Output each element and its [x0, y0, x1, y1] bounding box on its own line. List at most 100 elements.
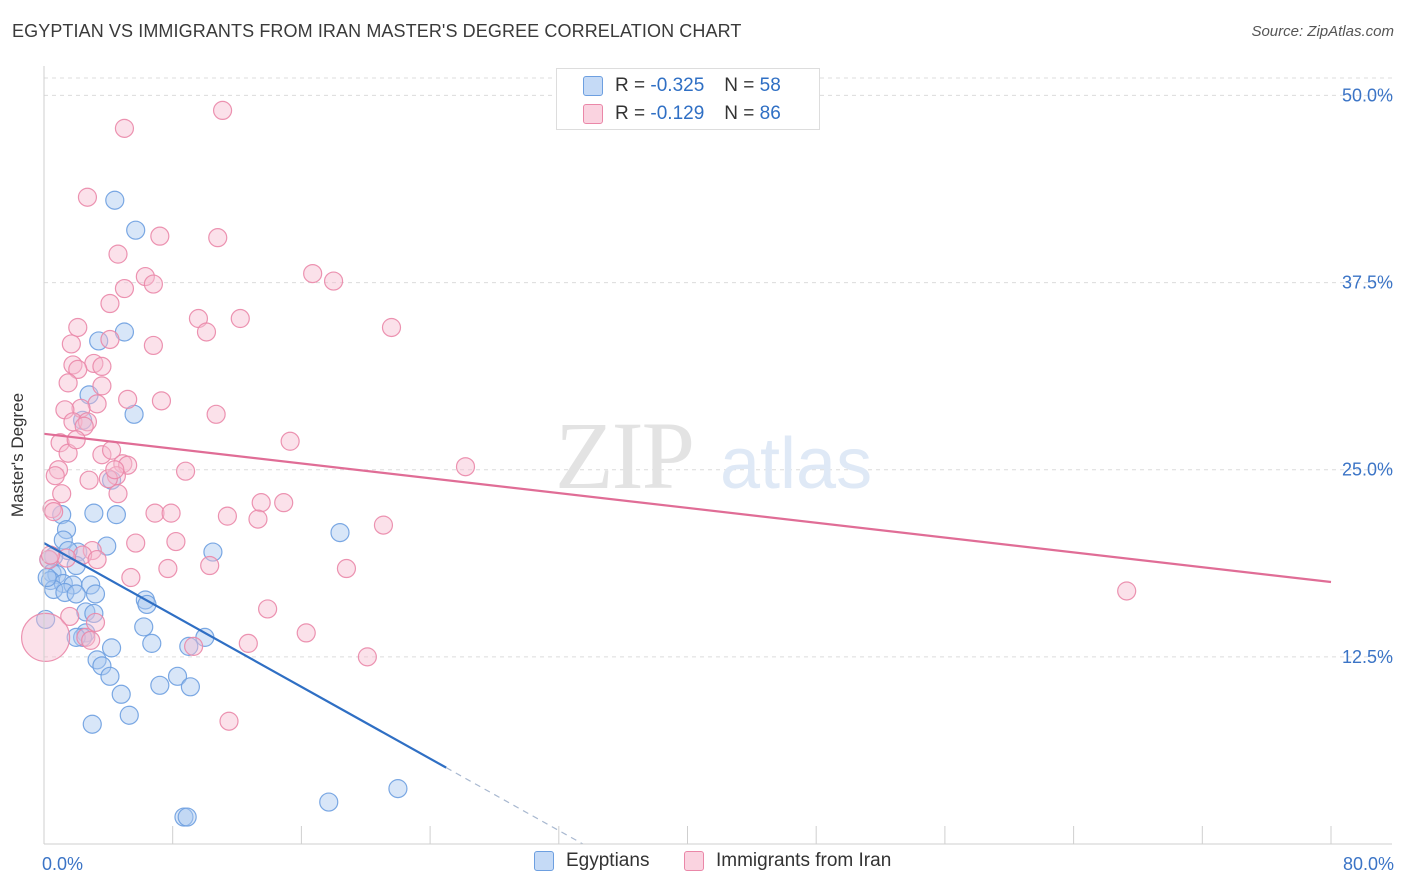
stats-r-value: -0.129	[650, 103, 705, 124]
data-point	[87, 394, 107, 414]
trend-layer	[43, 432, 1332, 845]
y-tick-label: 12.5%	[1342, 647, 1393, 667]
data-point	[143, 274, 163, 294]
data-point	[161, 503, 181, 523]
data-point	[177, 807, 197, 827]
data-point	[134, 617, 154, 637]
data-point	[167, 666, 188, 686]
legend-item-iran[interactable]: Immigrants from Iran	[684, 850, 891, 872]
data-point	[76, 602, 96, 622]
trend-line	[43, 542, 447, 769]
points-layer	[21, 100, 1137, 827]
data-point	[66, 584, 86, 604]
data-point	[58, 373, 78, 393]
series-iran	[21, 100, 1137, 731]
data-point	[108, 484, 128, 504]
data-point	[121, 567, 141, 588]
data-point	[217, 506, 237, 526]
trend-line	[43, 432, 1332, 584]
data-point	[85, 584, 106, 604]
grid-layer	[44, 77, 1392, 658]
data-point	[296, 623, 316, 643]
data-point	[323, 271, 344, 291]
data-point	[388, 779, 408, 799]
data-point	[150, 675, 170, 695]
x-tick-label-max: 80.0%	[1343, 854, 1394, 874]
data-point	[251, 493, 271, 513]
data-point	[126, 220, 146, 240]
data-point	[66, 430, 86, 450]
data-point	[274, 493, 294, 513]
stats-swatch-egyptians	[583, 76, 603, 96]
data-point	[319, 792, 339, 812]
data-point	[330, 522, 350, 543]
stats-n-value: 86	[759, 103, 781, 124]
data-point	[184, 636, 204, 656]
data-point	[151, 391, 172, 411]
data-point	[196, 322, 217, 342]
data-point	[68, 317, 88, 338]
stats-row-egyptians: R = -0.325 N = 58	[583, 72, 781, 100]
data-point	[79, 470, 99, 490]
stats-n-value: 58	[759, 75, 781, 96]
legend-item-egyptians[interactable]: Egyptians	[534, 850, 649, 872]
y-axis-label: Master's Degree	[8, 392, 27, 518]
data-point	[336, 558, 357, 579]
stats-legend: R = -0.325 N = 58 R = -0.129 N = 86	[556, 68, 820, 130]
stats-r-label: R =	[615, 103, 646, 124]
data-point	[52, 484, 72, 504]
watermark: ZIP atlas	[555, 402, 872, 509]
y-tick-label: 50.0%	[1342, 85, 1393, 105]
data-point	[158, 558, 178, 579]
data-point	[143, 335, 163, 356]
data-point	[85, 612, 106, 633]
data-point	[118, 389, 138, 409]
legend-label-iran: Immigrants from Iran	[716, 850, 892, 871]
y-tick-label: 25.0%	[1342, 460, 1393, 480]
data-point	[101, 638, 122, 658]
data-point	[381, 317, 402, 338]
data-point	[455, 457, 476, 477]
data-point	[142, 633, 162, 653]
x-tick-label-min: 0.0%	[42, 854, 83, 874]
data-point	[21, 612, 71, 662]
axis-layer: 12.5% 25.0% 37.5% 50.0% 0.0% 80.0%	[42, 66, 1394, 874]
stats-row-iran: R = -0.129 N = 86	[583, 100, 781, 128]
stats-n-label: N =	[724, 75, 755, 96]
data-point	[230, 308, 250, 329]
data-point	[68, 359, 88, 380]
data-point	[180, 677, 200, 697]
data-point	[166, 531, 186, 552]
data-point	[106, 505, 126, 525]
data-point	[135, 266, 155, 287]
data-point	[175, 461, 196, 481]
stats-r-label: R =	[615, 75, 646, 96]
data-point	[97, 536, 117, 556]
data-point	[100, 293, 120, 314]
data-point	[61, 334, 81, 354]
chart-title: EGYPTIAN VS IMMIGRANTS FROM IRAN MASTER'…	[12, 21, 742, 41]
stats-swatch-iran	[583, 104, 603, 124]
data-point	[145, 503, 165, 523]
data-point	[114, 278, 135, 299]
data-point	[208, 228, 228, 248]
data-point	[81, 630, 101, 650]
data-point	[42, 499, 62, 519]
data-point	[357, 647, 377, 667]
data-point	[60, 606, 80, 627]
data-point	[212, 100, 233, 121]
data-point	[100, 666, 120, 686]
data-point	[150, 226, 170, 246]
legend-label-egyptians: Egyptians	[566, 850, 650, 871]
data-point	[92, 356, 112, 377]
data-point	[105, 460, 125, 480]
data-point	[105, 190, 125, 210]
data-point	[66, 627, 86, 647]
data-point	[119, 705, 139, 725]
data-point	[108, 244, 128, 264]
watermark-atlas: atlas	[720, 424, 872, 504]
trend-line-extension	[445, 767, 584, 845]
stats-r-value: -0.325	[650, 75, 705, 96]
data-point	[238, 633, 258, 653]
data-point	[81, 575, 101, 595]
